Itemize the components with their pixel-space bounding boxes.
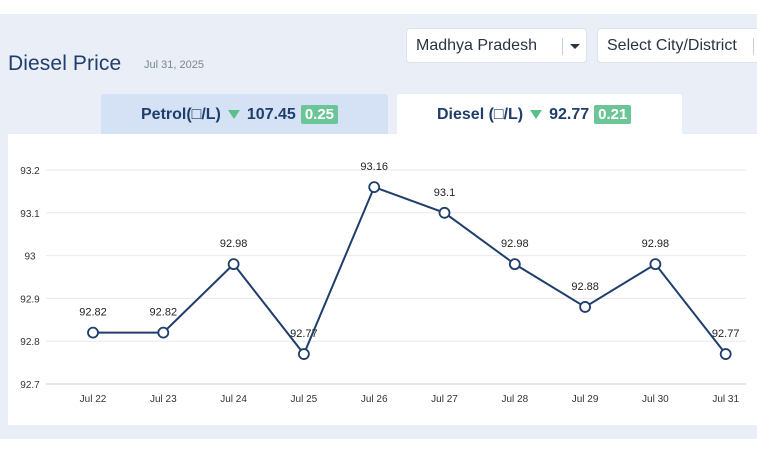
price-down-icon xyxy=(227,110,240,119)
data-label: 92.77 xyxy=(290,328,318,340)
data-label: 92.82 xyxy=(79,307,107,319)
x-tick-label: Jul 26 xyxy=(361,394,388,405)
tab-diesel[interactable]: Diesel (□/L) 92.77 0.21 xyxy=(397,94,682,134)
data-label: 92.98 xyxy=(642,238,670,250)
data-point xyxy=(157,326,170,339)
data-point xyxy=(438,206,451,219)
data-point xyxy=(297,348,310,360)
data-label: 92.88 xyxy=(571,281,599,293)
city-select[interactable]: Select City/District xyxy=(597,28,757,63)
tab-petrol-price: 107.45 xyxy=(246,105,296,123)
data-label: 93.1 xyxy=(434,187,455,199)
x-tick-label: Jul 24 xyxy=(220,394,247,405)
data-point xyxy=(87,326,99,339)
x-tick-label: Jul 31 xyxy=(712,394,739,405)
price-panel: Diesel Price Jul 31, 2025 Madhya Pradesh… xyxy=(0,14,757,439)
price-chart-card: 93.2 93.1 93 92.9 92.8 92.7 Jul 22 Jul 23 Jul 24… xyxy=(8,134,757,425)
tab-diesel-change-badge: 0.21 xyxy=(594,105,632,124)
x-tick-label: Jul 22 xyxy=(80,394,107,405)
data-label: 93.16 xyxy=(360,161,388,173)
y-tick-label: 92.7 xyxy=(20,380,40,391)
data-label: 92.98 xyxy=(501,238,529,250)
data-label: 92.77 xyxy=(712,328,740,340)
chevron-down-icon[interactable] xyxy=(570,44,580,49)
select-divider xyxy=(753,38,754,55)
data-point xyxy=(719,348,732,360)
tab-petrol[interactable]: Petrol(□/L) 107.45 0.25 xyxy=(101,94,388,134)
tab-petrol-change-badge: 0.25 xyxy=(300,105,339,124)
y-tick-label: 93 xyxy=(24,252,36,263)
x-tick-label: Jul 27 xyxy=(431,394,458,405)
data-label: 92.82 xyxy=(150,307,178,319)
y-tick-label: 93.2 xyxy=(20,166,40,177)
tab-diesel-label: Diesel (□/L) xyxy=(437,105,524,123)
series-line xyxy=(93,185,727,356)
data-point xyxy=(227,258,240,271)
x-tick-label: Jul 28 xyxy=(501,394,528,405)
x-tick-label: Jul 30 xyxy=(642,394,669,405)
data-point xyxy=(508,258,521,271)
x-tick-label: Jul 29 xyxy=(572,394,599,405)
state-select-value: Madhya Pradesh xyxy=(416,37,537,54)
y-tick-label: 92.9 xyxy=(20,294,40,305)
data-point xyxy=(368,181,381,194)
y-tick-label: 92.8 xyxy=(20,337,40,348)
data-label: 92.98 xyxy=(220,238,248,250)
state-select[interactable]: Madhya Pradesh xyxy=(406,28,587,63)
price-down-icon xyxy=(530,110,543,119)
price-line-chart: 93.2 93.1 93 92.9 92.8 92.7 Jul 22 Jul 23 Jul 24… xyxy=(20,161,746,405)
data-point xyxy=(579,301,591,313)
tab-petrol-label: Petrol(□/L) xyxy=(141,105,221,123)
select-divider xyxy=(562,38,563,55)
page-title: Diesel Price xyxy=(8,52,122,75)
date-label: Jul 31, 2025 xyxy=(144,59,204,71)
x-tick-label: Jul 25 xyxy=(291,394,318,405)
x-tick-label: Jul 23 xyxy=(150,394,177,405)
data-point xyxy=(649,258,662,271)
tab-diesel-price: 92.77 xyxy=(549,105,590,123)
city-select-placeholder: Select City/District xyxy=(607,37,737,54)
y-tick-label: 93.1 xyxy=(20,209,40,220)
